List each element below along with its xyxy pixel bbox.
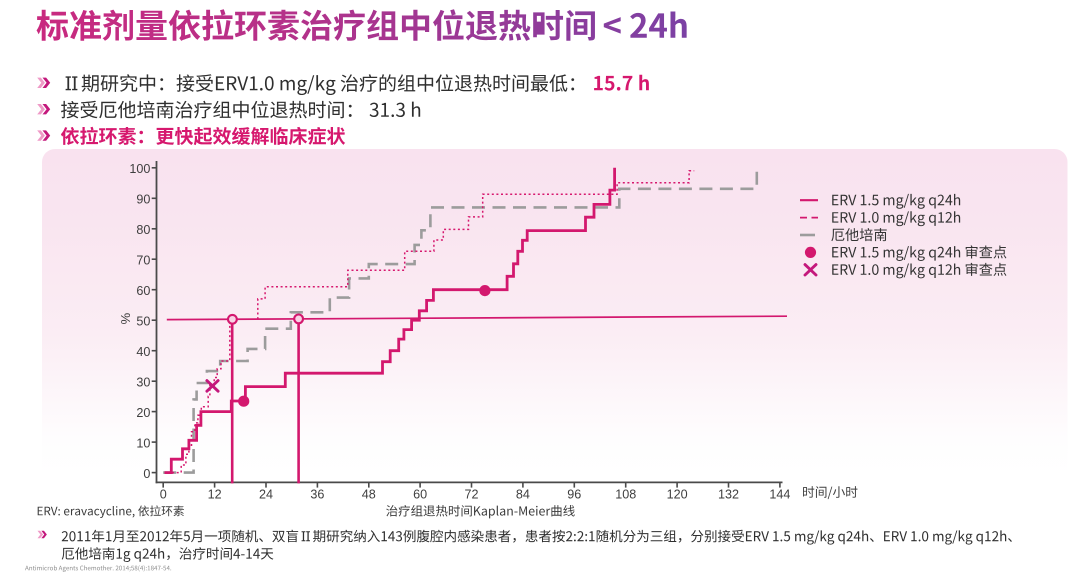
svg-text:20: 20 [136,406,150,420]
svg-text:90: 90 [136,193,150,207]
svg-text:72: 72 [464,488,478,502]
svg-text:108: 108 [615,488,636,502]
svg-text:%: % [118,312,133,324]
svg-text:10: 10 [136,436,150,450]
svg-text:48: 48 [362,488,376,502]
svg-text:36: 36 [310,488,324,502]
svg-text:30: 30 [136,375,150,389]
svg-text:0: 0 [143,467,150,481]
svg-text:40: 40 [136,345,150,359]
svg-text:100: 100 [129,162,150,176]
svg-text:12: 12 [208,488,222,502]
svg-text:96: 96 [567,488,581,502]
svg-text:24: 24 [259,488,273,502]
svg-text:120: 120 [667,488,688,502]
svg-text:70: 70 [136,253,150,267]
svg-text:60: 60 [413,488,427,502]
svg-text:50: 50 [136,314,150,328]
svg-text:0: 0 [160,488,167,502]
svg-text:84: 84 [516,488,530,502]
svg-text:144: 144 [769,488,790,502]
svg-text:60: 60 [136,284,150,298]
svg-text:132: 132 [718,488,739,502]
svg-text:80: 80 [136,223,150,237]
